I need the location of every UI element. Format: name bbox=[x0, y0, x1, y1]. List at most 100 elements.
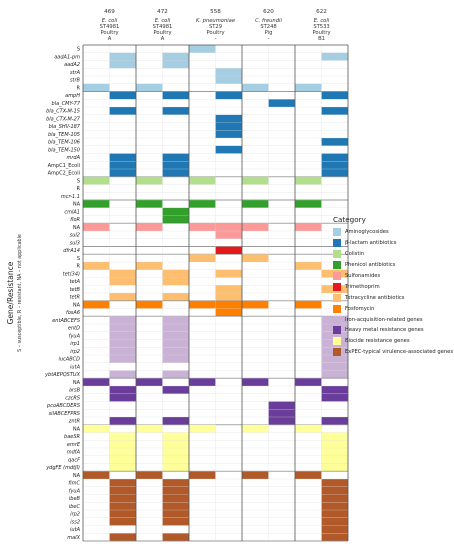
column-species: E. coli bbox=[314, 18, 330, 24]
cell-genotype bbox=[321, 370, 348, 379]
cell-phenotype bbox=[83, 223, 110, 231]
cell-genotype bbox=[109, 517, 136, 526]
row-label: irp2 bbox=[70, 512, 80, 518]
cell-genotype bbox=[162, 417, 189, 425]
cell-phenotype bbox=[136, 200, 163, 208]
column-source: Poultry bbox=[312, 30, 330, 36]
cell-genotype bbox=[109, 440, 136, 448]
cell-genotype bbox=[268, 401, 295, 410]
cell-genotype bbox=[321, 417, 348, 425]
cell-phenotype bbox=[136, 83, 163, 92]
cell-genotype bbox=[215, 300, 242, 309]
cell-phenotype bbox=[189, 223, 216, 231]
cell-genotype bbox=[215, 91, 242, 100]
cell-genotype bbox=[162, 153, 189, 162]
cell-phenotype bbox=[242, 300, 269, 309]
cell-genotype bbox=[162, 52, 189, 61]
cell-genotype bbox=[215, 293, 242, 301]
cell-genotype bbox=[321, 52, 348, 61]
cell-genotype bbox=[109, 448, 136, 456]
cell-genotype bbox=[162, 277, 189, 286]
legend-swatch bbox=[333, 228, 341, 237]
row-label: aadA2 bbox=[64, 62, 80, 68]
cell-phenotype bbox=[136, 262, 163, 270]
row-label: zntR bbox=[68, 419, 80, 425]
cell-genotype bbox=[109, 60, 136, 69]
row-label: R bbox=[77, 85, 81, 91]
column-source: Poultry bbox=[100, 30, 118, 36]
cell-genotype bbox=[268, 417, 295, 425]
cell-genotype bbox=[109, 417, 136, 425]
legend-swatch bbox=[333, 282, 341, 291]
cell-genotype bbox=[321, 533, 348, 541]
legend-item: β-lactam antibiotics bbox=[333, 238, 454, 249]
cell-genotype bbox=[109, 277, 136, 286]
cell-phenotype bbox=[242, 176, 269, 185]
row-label: fosA6 bbox=[66, 310, 80, 316]
row-label: iucABCD bbox=[59, 357, 81, 363]
legend-label: Iron-acquisition-related genes bbox=[345, 316, 423, 323]
row-label: bla_TEM-106 bbox=[48, 140, 80, 146]
row-label: S bbox=[77, 47, 80, 53]
row-label: qacF bbox=[68, 457, 80, 463]
cell-genotype bbox=[109, 432, 136, 441]
row-label: fimC bbox=[68, 481, 80, 487]
cell-genotype bbox=[215, 145, 242, 154]
cell-genotype bbox=[109, 494, 136, 503]
cell-genotype bbox=[162, 269, 189, 278]
cell-genotype bbox=[162, 339, 189, 348]
legend-label: Phenicol antibiotics bbox=[345, 262, 396, 269]
cell-genotype bbox=[109, 347, 136, 355]
row-label: bla_CMY-77 bbox=[52, 101, 81, 107]
cell-genotype bbox=[321, 517, 348, 526]
cell-genotype bbox=[162, 161, 189, 169]
row-label: dfrA14 bbox=[63, 248, 80, 254]
cell-genotype bbox=[215, 130, 242, 138]
row-label: sul2 bbox=[70, 233, 80, 239]
cell-phenotype bbox=[136, 471, 163, 479]
cell-phenotype bbox=[136, 300, 163, 309]
row-label: R bbox=[77, 186, 81, 192]
cell-phenotype bbox=[242, 471, 269, 479]
row-label: NA bbox=[73, 302, 81, 308]
legend-item: Biocide resistance genes bbox=[333, 336, 454, 347]
cell-genotype bbox=[162, 293, 189, 301]
cell-phenotype bbox=[189, 378, 216, 386]
cell-genotype bbox=[215, 122, 242, 131]
column-group: A bbox=[108, 36, 112, 42]
column-species: C. freundii bbox=[255, 18, 282, 24]
column-st: ST4981 bbox=[153, 24, 173, 30]
row-label: mcr-1.1 bbox=[61, 194, 80, 200]
column-source: Poultry bbox=[206, 30, 224, 36]
cell-genotype bbox=[321, 161, 348, 169]
cell-genotype bbox=[321, 432, 348, 441]
legend-label: Tetracycline antibiotics bbox=[345, 294, 405, 301]
cell-phenotype bbox=[83, 200, 110, 208]
row-label: aadA1-pm bbox=[54, 54, 80, 60]
cell-genotype bbox=[321, 362, 348, 371]
cell-genotype bbox=[162, 347, 189, 355]
cell-genotype bbox=[162, 60, 189, 69]
legend-swatch bbox=[333, 293, 341, 302]
cell-genotype bbox=[109, 533, 136, 541]
cell-genotype bbox=[162, 486, 189, 495]
legend-label: ExPEC-typical virulence-associated genes bbox=[345, 349, 454, 356]
column-source: Pig bbox=[265, 30, 273, 36]
legend-item: Iron-acquisition-related genes bbox=[333, 314, 454, 325]
cell-genotype bbox=[162, 324, 189, 332]
cell-genotype bbox=[109, 355, 136, 363]
cell-genotype bbox=[109, 161, 136, 169]
cell-phenotype bbox=[189, 200, 216, 208]
row-label: S bbox=[77, 256, 80, 262]
row-label: fyuA bbox=[69, 333, 81, 339]
row-label: NA bbox=[73, 426, 81, 432]
cell-phenotype bbox=[83, 424, 110, 433]
cell-genotype bbox=[109, 386, 136, 394]
legend-item: Sulfonamides bbox=[333, 271, 454, 282]
cell-phenotype bbox=[83, 378, 110, 386]
cell-genotype bbox=[215, 76, 242, 84]
cell-phenotype bbox=[189, 424, 216, 433]
cell-genotype bbox=[162, 502, 189, 510]
row-label: bla_SHV-187 bbox=[49, 124, 81, 130]
